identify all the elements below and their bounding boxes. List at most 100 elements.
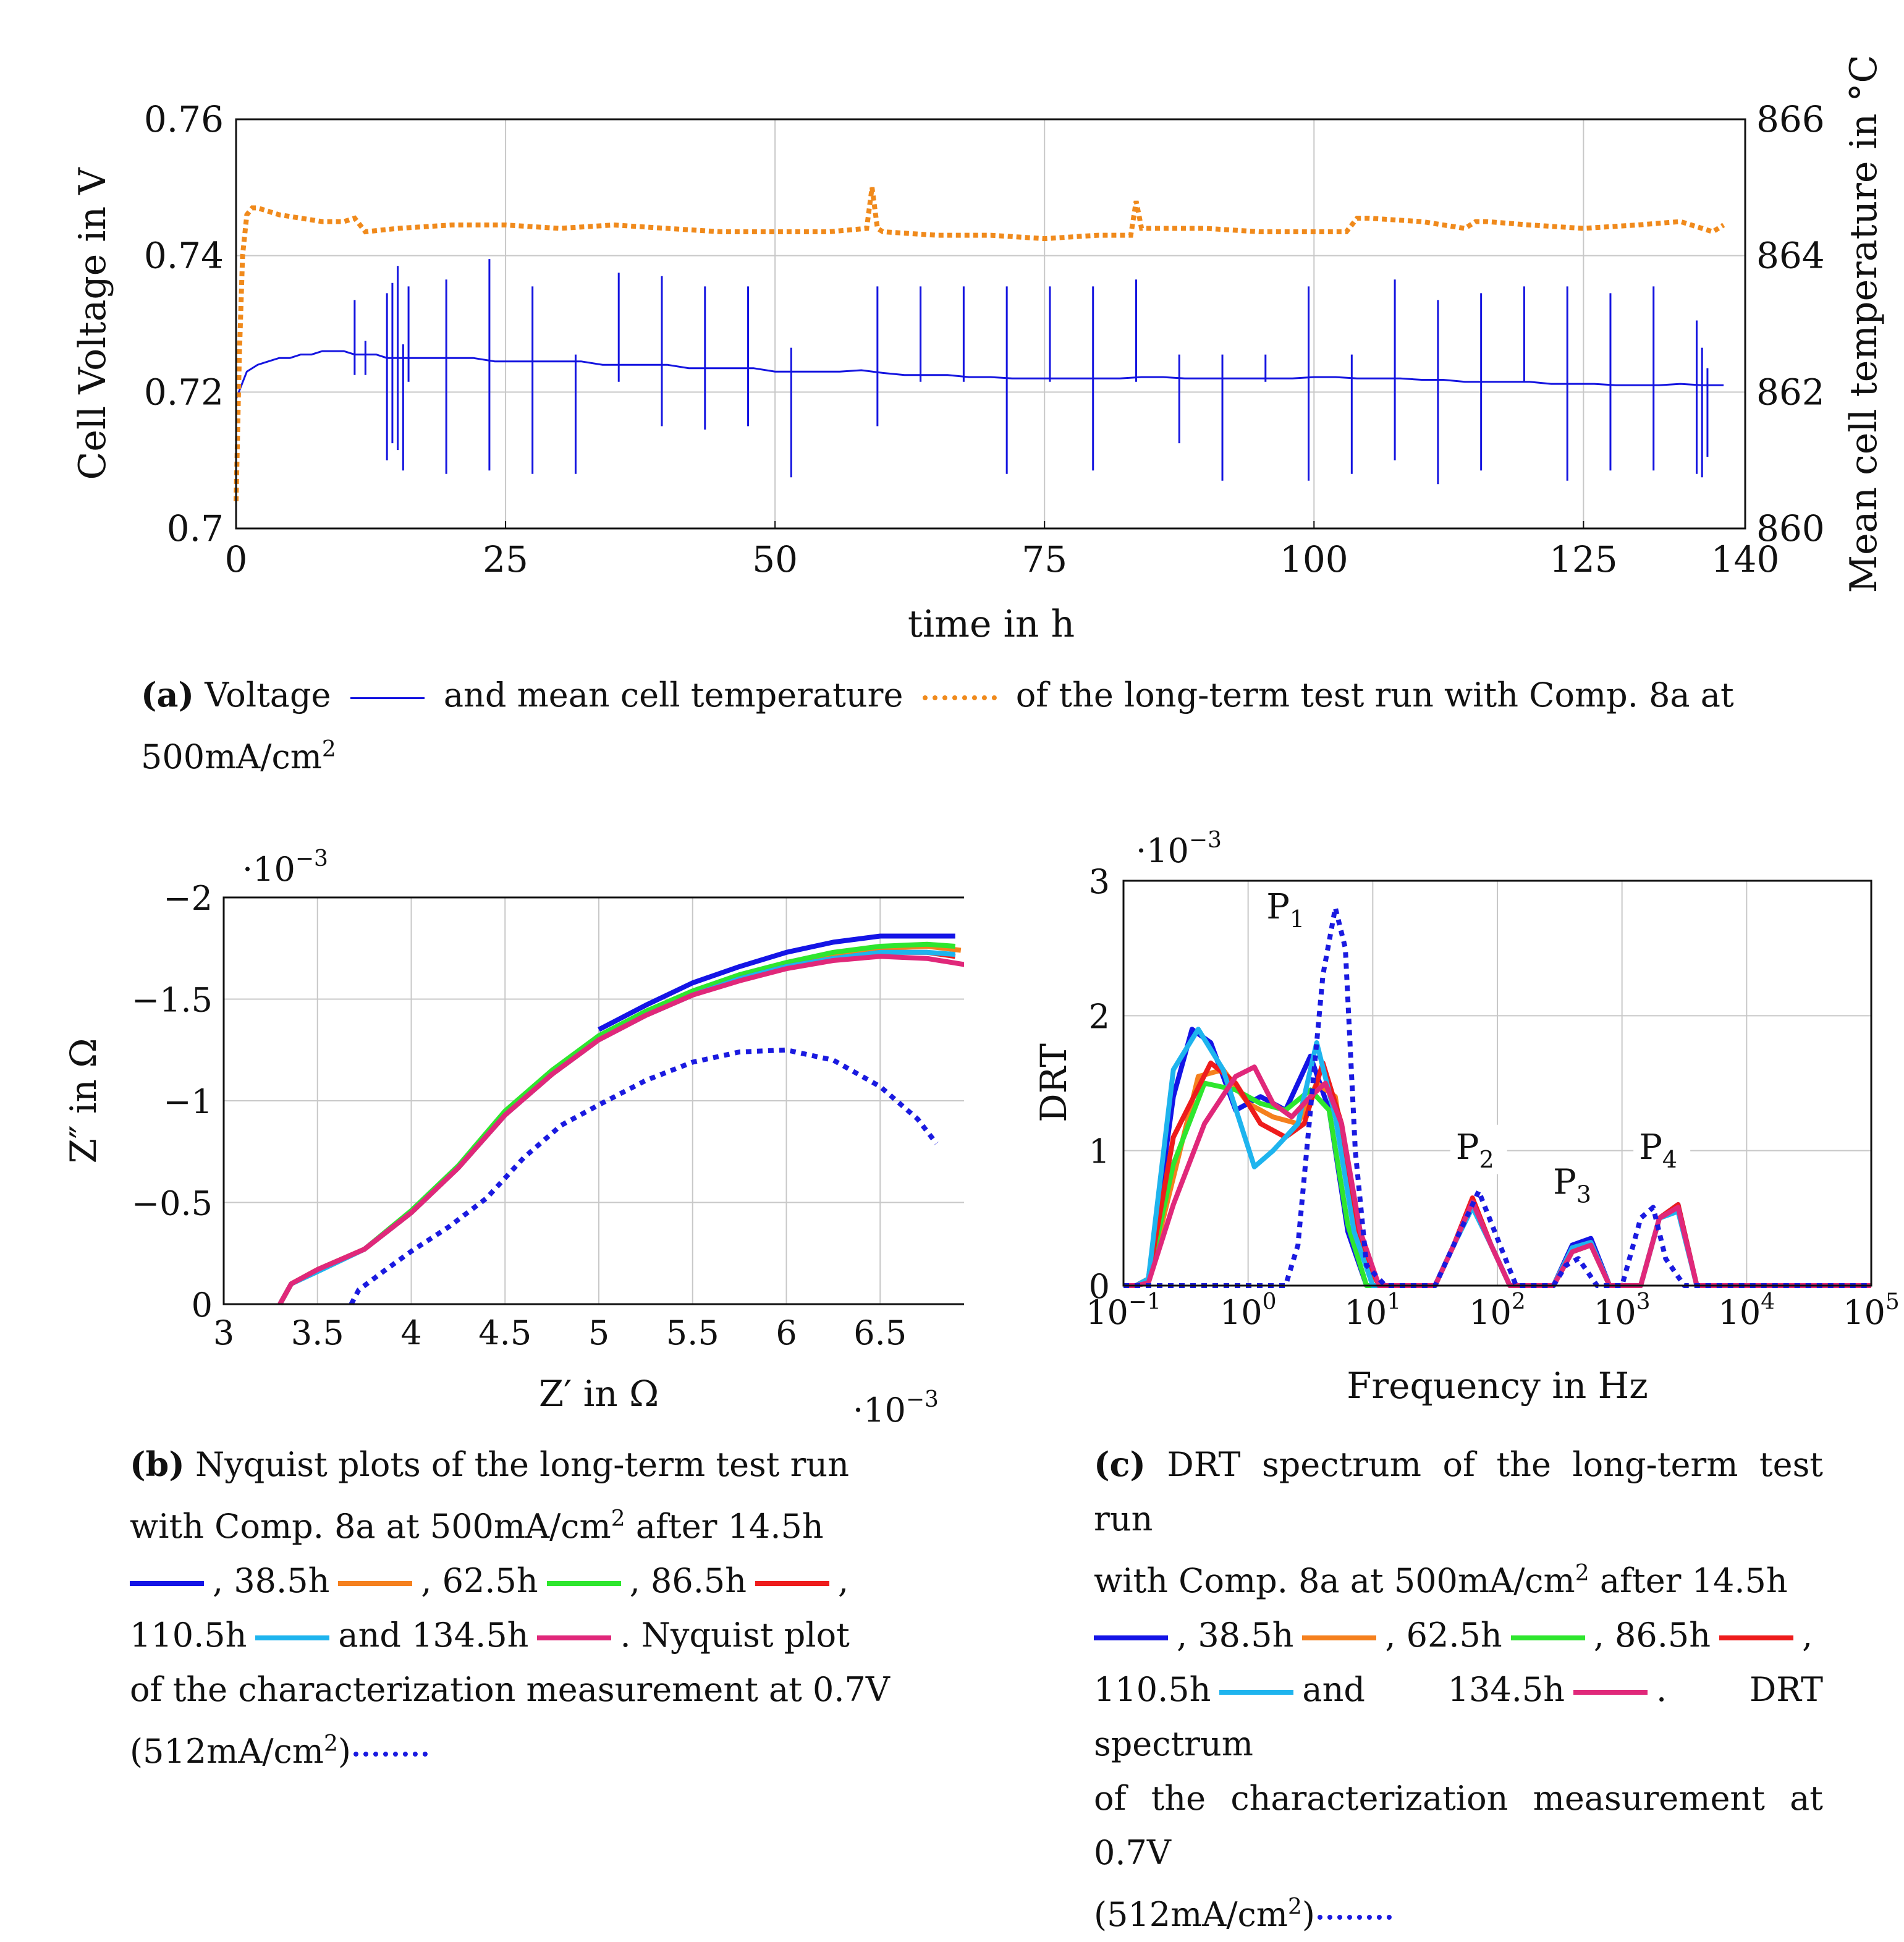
chart-c-annotation-base: P bbox=[1456, 1127, 1479, 1168]
chart-b-xtick-label: 4 bbox=[400, 1313, 421, 1352]
chart-a-temperature-line bbox=[234, 187, 1725, 501]
caption-c-t86: , 86.5h bbox=[1593, 1616, 1711, 1655]
caption-a-text3: of the long-term test run with Comp. 8a … bbox=[1015, 676, 1734, 714]
chart-a-ticks: 0 25 50 75 100 125 140 0.76 0.74 0.72 0.7 866 864 862… bbox=[144, 98, 1825, 580]
chart-c-annotation: P2 bbox=[1456, 1127, 1494, 1173]
legend-c-110-5h bbox=[1219, 1690, 1294, 1695]
chart-c-ylabel: DRT bbox=[1033, 1043, 1075, 1122]
chart-b-series-characterization-0-7v bbox=[349, 1047, 939, 1305]
chart-a-xtick-label: 50 bbox=[752, 538, 798, 580]
caption-b-line5: of the characterization measurement at 0… bbox=[130, 1670, 890, 1709]
chart-c-xtick-label: 10−1 bbox=[1086, 1289, 1161, 1332]
caption-c-comma: , bbox=[1802, 1616, 1813, 1655]
chart-b-x-scale-exp: −3 bbox=[906, 1387, 939, 1412]
chart-a-grid bbox=[236, 119, 1745, 528]
chart-c-xtick-exp: 4 bbox=[1761, 1289, 1775, 1315]
caption-c-line5: of the characterization measurement at 0… bbox=[1094, 1779, 1823, 1872]
caption-b-text6b: ) bbox=[337, 1732, 351, 1771]
chart-c-y-scale: ·10−3 bbox=[1136, 828, 1222, 870]
chart-a-voltage-temperature: 0 25 50 75 100 125 140 0.76 0.74 0.72 0.7 866 864 862… bbox=[71, 55, 1885, 646]
caption-a-text2: and mean cell temperature bbox=[443, 676, 903, 714]
chart-c-frame bbox=[1122, 880, 1872, 1287]
chart-b-xtick-label: 7 bbox=[963, 1313, 964, 1352]
chart-c-ytick-label: 0 bbox=[1089, 1267, 1110, 1306]
chart-b-xtick-label: 3.5 bbox=[291, 1313, 344, 1352]
caption-b-text1: Nyquist plots of the long-term test run bbox=[195, 1445, 849, 1484]
chart-a-y2tick-label: 862 bbox=[1756, 371, 1825, 413]
chart-b-y-scale-exp: −3 bbox=[295, 846, 328, 871]
caption-c-line1: (c) DRT spectrum of the long-term test r… bbox=[1094, 1437, 1823, 1546]
caption-c-text2a: with Comp. 8a at 500mA/cm bbox=[1094, 1561, 1575, 1600]
chart-c-xtick-label: 101 bbox=[1345, 1289, 1402, 1332]
caption-b-sup2: 2 bbox=[323, 1731, 338, 1757]
caption-b-t86: , 86.5h bbox=[629, 1561, 747, 1600]
chart-c-annotation-base: P bbox=[1553, 1163, 1576, 1203]
chart-a-xtick-label: 25 bbox=[483, 538, 528, 580]
chart-b-ticks: 3 3.5 4 4.5 5 5.5 6 6.5 7 −2 −1.5 −1 −0.5 0 bbox=[132, 879, 964, 1352]
chart-a-y2tick-label: 864 bbox=[1756, 235, 1825, 277]
chart-b-ytick-label: −0.5 bbox=[132, 1184, 213, 1223]
caption-b-label: (b) bbox=[130, 1444, 185, 1484]
caption-c-sup2: 2 bbox=[1287, 1894, 1302, 1920]
chart-c-y-scale-base: ·10 bbox=[1136, 831, 1189, 870]
chart-b-frame bbox=[222, 896, 964, 1305]
chart-b-series-38-5h bbox=[277, 944, 962, 1305]
chart-a-xtick-label: 125 bbox=[1549, 538, 1618, 580]
chart-a-y2label: Mean cell temperature in °C bbox=[1842, 55, 1885, 593]
caption-c-line4: 110.5h and 134.5h. DRT spectrum bbox=[1094, 1663, 1823, 1771]
chart-b-series-134-5h bbox=[277, 954, 964, 1305]
caption-c-text6b: ) bbox=[1301, 1895, 1315, 1934]
chart-c-xtick-label: 105 bbox=[1843, 1289, 1900, 1332]
caption-a: (a) Voltage and mean cell temperature of… bbox=[141, 668, 1809, 784]
caption-a-text4: 500mA/cm bbox=[141, 737, 322, 776]
chart-a-ytick-label: 0.7 bbox=[167, 507, 224, 549]
caption-c-t110: 110.5h bbox=[1094, 1670, 1211, 1709]
chart-b-xlabel: Z′ in Ω bbox=[539, 1373, 659, 1415]
chart-b-nyquist: 33.544.555.566.57−2−1.5−1−0.50 ·10−3 ·10… bbox=[62, 846, 964, 1430]
chart-a-ytick-label: 0.72 bbox=[144, 371, 224, 413]
chart-b-xtick-label: 5 bbox=[588, 1313, 609, 1352]
caption-c-text1: DRT spectrum of the long-term test run bbox=[1094, 1445, 1823, 1538]
caption-b-line6: (512mA/cm2) bbox=[130, 1717, 915, 1779]
caption-c-line2: with Comp. 8a at 500mA/cm2 after 14.5h bbox=[1094, 1546, 1823, 1608]
legend-voltage-swatch bbox=[350, 697, 425, 699]
chart-a-ylabel: Cell Voltage in V bbox=[71, 167, 114, 480]
chart-c-xtick-label: 104 bbox=[1719, 1289, 1775, 1332]
chart-c-annotation-bg bbox=[1261, 884, 1318, 935]
chart-c-xtick-base: 10 bbox=[1594, 1293, 1636, 1332]
legend-c-62-5h bbox=[1510, 1635, 1585, 1640]
legend-b-38-5h bbox=[338, 1581, 413, 1586]
chart-b-series-86-5h bbox=[277, 949, 956, 1305]
chart-b-x-scale: ·10−3 bbox=[853, 1387, 939, 1430]
chart-b-series bbox=[277, 933, 964, 1305]
chart-c-xtick-base: 10 bbox=[1719, 1293, 1761, 1332]
chart-c-xtick-exp: 5 bbox=[1885, 1289, 1900, 1315]
legend-b-110-5h bbox=[255, 1635, 330, 1640]
caption-b-and134: and 134.5h bbox=[338, 1616, 529, 1655]
chart-c-xtick-label: 102 bbox=[1469, 1289, 1526, 1332]
chart-c-annotation-bg bbox=[1547, 1160, 1604, 1210]
caption-c-text6a: (512mA/cm bbox=[1094, 1895, 1288, 1934]
legend-b-characterization bbox=[353, 1752, 428, 1757]
legend-c-38-5h bbox=[1302, 1635, 1377, 1640]
chart-b-xtick-label: 4.5 bbox=[478, 1313, 531, 1352]
chart-c-annotation-sub: 3 bbox=[1576, 1181, 1591, 1208]
chart-a-voltage-line bbox=[235, 350, 1724, 399]
chart-b-ytick-label: −2 bbox=[163, 879, 213, 918]
chart-c-annotation-sub: 4 bbox=[1662, 1146, 1677, 1173]
chart-a-xtick-label: 75 bbox=[1022, 538, 1067, 580]
chart-c-xtick-exp: 3 bbox=[1636, 1289, 1651, 1315]
chart-b-ytick-label: −1 bbox=[163, 1082, 213, 1121]
chart-c-annotation: P3 bbox=[1553, 1163, 1591, 1208]
caption-a-sup: 2 bbox=[321, 737, 336, 762]
chart-c-xtick-label: 103 bbox=[1594, 1289, 1651, 1332]
chart-b-series-14-5h bbox=[598, 933, 955, 1032]
legend-b-14-5h bbox=[130, 1581, 204, 1586]
chart-c-xlabel: Frequency in Hz bbox=[1347, 1365, 1648, 1407]
chart-b-xtick-label: 5.5 bbox=[666, 1313, 719, 1352]
caption-a-text1: Voltage bbox=[205, 676, 331, 714]
chart-c-annotation-base: P bbox=[1266, 887, 1290, 927]
chart-a-ytick-label: 0.74 bbox=[144, 235, 224, 277]
